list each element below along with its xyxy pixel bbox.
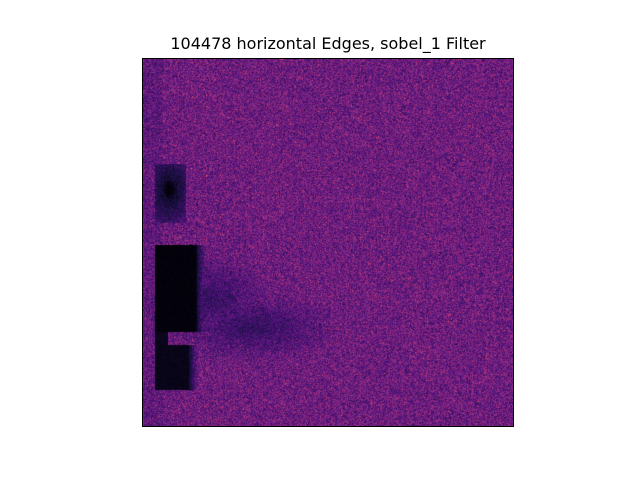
edge-map-image (143, 59, 513, 426)
edge-map-frame (142, 58, 514, 427)
figure-title: 104478 horizontal Edges, sobel_1 Filter (170, 34, 486, 53)
